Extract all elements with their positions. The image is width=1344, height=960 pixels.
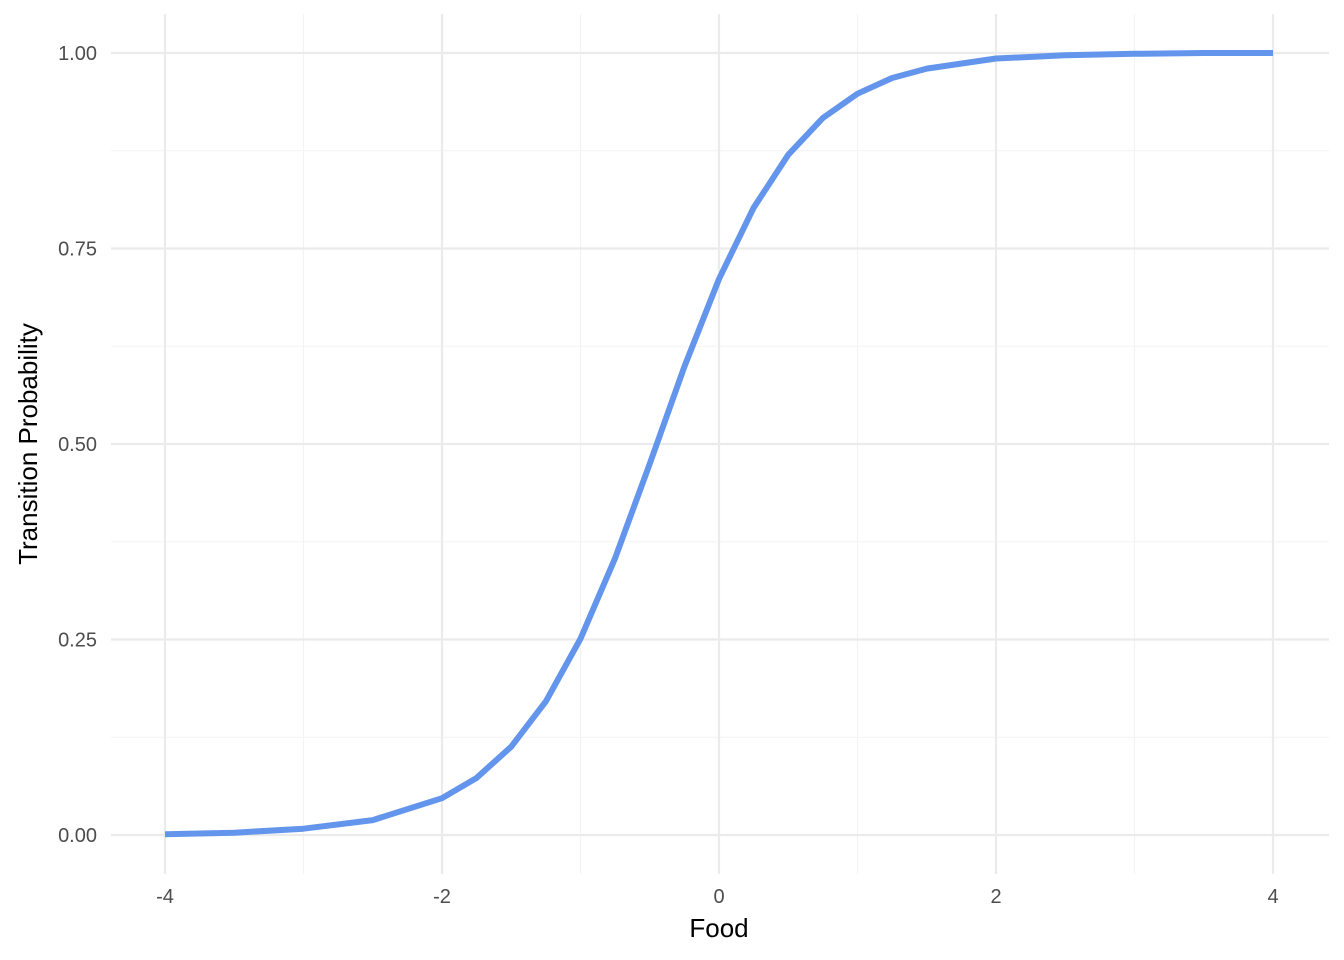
- x-tick-label: -2: [433, 886, 451, 908]
- series-layer: [164, 50, 1273, 838]
- y-axis-title: Transition Probability: [13, 323, 43, 565]
- x-axis-title: Food: [689, 913, 748, 943]
- x-axis-ticks: -4 -2 0 2 4: [156, 886, 1278, 908]
- major-gridlines: [111, 14, 1329, 874]
- x-tick-label: 0: [713, 886, 724, 908]
- y-tick-label: 0.00: [58, 825, 97, 847]
- series-line: [164, 50, 1273, 838]
- x-tick-label: 4: [1267, 886, 1278, 908]
- y-tick-label: 1.00: [58, 43, 97, 65]
- x-tick-label: 2: [990, 886, 1001, 908]
- y-tick-label: 0.75: [58, 239, 97, 261]
- y-axis-ticks: 0.00 0.25 0.50 0.75 1.00: [58, 43, 97, 847]
- y-tick-label: 0.50: [58, 434, 97, 456]
- y-tick-label: 0.25: [58, 630, 97, 652]
- x-tick-label: -4: [156, 886, 174, 908]
